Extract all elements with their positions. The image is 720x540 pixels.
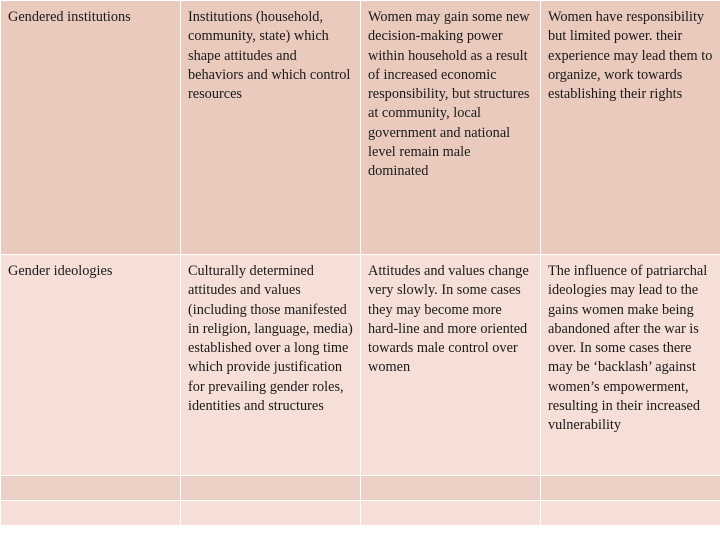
- empty-cell: [360, 500, 541, 526]
- gender-analysis-table: Gendered institutions Institutions (hous…: [0, 0, 720, 526]
- table-cell: Gender ideologies: [0, 254, 181, 476]
- table-cell: The influence of patriarchal ideologies …: [540, 254, 720, 476]
- empty-cell: [180, 500, 361, 526]
- empty-cell: [0, 475, 181, 501]
- row-heading: Gender ideologies: [8, 263, 113, 279]
- cell-text: Institutions (household, community, stat…: [188, 9, 351, 103]
- empty-cell: [540, 475, 720, 501]
- row-heading: Gendered institutions: [8, 9, 131, 25]
- table-cell: Gendered institutions: [0, 0, 181, 255]
- table-cell: Women have responsibility but limited po…: [540, 0, 720, 255]
- empty-cell: [0, 500, 181, 526]
- table-cell: Women may gain some new decision-making …: [360, 0, 541, 255]
- cell-text: Women may gain some new decision-making …: [368, 9, 530, 180]
- table-cell: Institutions (household, community, stat…: [180, 0, 361, 255]
- table-cell: Attitudes and values change very slowly.…: [360, 254, 541, 476]
- cell-text: Attitudes and values change very slowly.…: [368, 263, 529, 376]
- table-row-empty: [0, 475, 720, 501]
- cell-text: The influence of patriarchal ideologies …: [548, 263, 708, 434]
- table-row-empty: [0, 500, 720, 526]
- empty-cell: [360, 475, 541, 501]
- empty-cell: [180, 475, 361, 501]
- table-row-gender-ideologies: Gender ideologies Culturally determined …: [0, 254, 720, 476]
- cell-text: Culturally determined attitudes and valu…: [188, 263, 353, 415]
- table-cell: Culturally determined attitudes and valu…: [180, 254, 361, 476]
- table-row-gendered-institutions: Gendered institutions Institutions (hous…: [0, 0, 720, 255]
- cell-text: Women have responsibility but limited po…: [548, 9, 713, 103]
- empty-cell: [540, 500, 720, 526]
